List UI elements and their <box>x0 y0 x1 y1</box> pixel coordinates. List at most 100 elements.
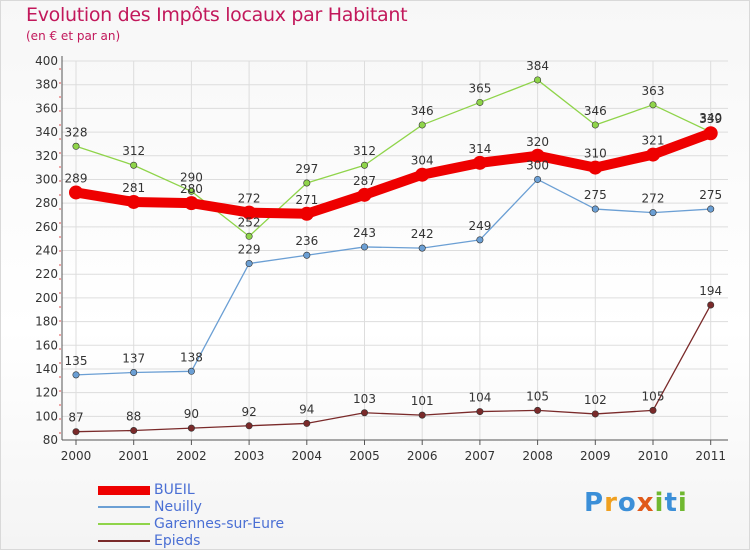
data-point <box>415 167 430 182</box>
data-label: 304 <box>411 154 434 168</box>
data-point <box>703 126 718 141</box>
data-point <box>126 194 141 209</box>
data-point <box>591 121 599 129</box>
data-point <box>130 427 138 435</box>
data-label: 243 <box>353 226 376 240</box>
logo-letter: t <box>664 488 678 518</box>
data-point <box>646 147 660 162</box>
data-point <box>534 406 542 414</box>
data-label: 87 <box>68 411 83 425</box>
data-label: 289 <box>65 171 88 185</box>
y-tick-label: 260 <box>35 220 58 234</box>
data-label: 314 <box>468 142 491 156</box>
y-tick-label: 120 <box>35 386 58 400</box>
data-label: 94 <box>299 402 314 416</box>
proxiti-logo: Proxiti <box>584 488 688 518</box>
data-point <box>245 260 253 268</box>
data-label: 275 <box>584 188 607 202</box>
x-tick-label: 2011 <box>695 449 726 463</box>
data-point <box>588 160 603 175</box>
data-point <box>187 187 195 195</box>
data-point <box>707 205 715 213</box>
legend-label: BUEIL <box>154 482 195 498</box>
y-tick-label: 140 <box>35 362 58 376</box>
data-point <box>360 161 368 169</box>
series-lines <box>69 76 718 436</box>
data-point <box>72 428 80 436</box>
data-label: 346 <box>584 104 607 118</box>
x-tick-label: 2009 <box>580 449 611 463</box>
data-label: 88 <box>126 410 141 424</box>
data-label: 271 <box>295 193 318 207</box>
y-tick-label: 80 <box>43 433 58 447</box>
data-label: 90 <box>184 407 199 421</box>
data-point <box>472 155 487 170</box>
data-point <box>245 232 253 240</box>
data-label: 300 <box>526 158 549 172</box>
x-tick-label: 2010 <box>638 449 669 463</box>
x-tick-label: 2005 <box>349 449 380 463</box>
data-point <box>591 205 599 213</box>
data-label: 272 <box>238 192 261 206</box>
legend-swatch <box>98 506 150 508</box>
data-label: 312 <box>122 144 145 158</box>
data-point <box>69 185 83 200</box>
y-tick-label: 200 <box>35 291 58 305</box>
data-label: 365 <box>468 81 491 95</box>
logo-letter: i <box>654 488 665 518</box>
data-point <box>534 76 542 84</box>
data-label: 321 <box>642 134 665 148</box>
data-point <box>184 196 199 211</box>
y-tick-label: 240 <box>35 244 58 258</box>
data-label: 104 <box>468 391 491 405</box>
data-label: 312 <box>353 144 376 158</box>
data-point <box>649 209 657 217</box>
legend-label: Garennes-sur-Eure <box>154 516 285 532</box>
data-point <box>187 367 195 375</box>
data-label: 92 <box>241 405 256 419</box>
data-point <box>476 408 484 416</box>
y-tick-label: 400 <box>35 54 58 68</box>
data-label: 102 <box>584 393 607 407</box>
data-labels: 289 281 280 272 271 287 304 314 320 310 321 339 135 1… <box>65 59 723 425</box>
chart-subtitle: (en € et par an) <box>26 29 121 43</box>
data-point <box>130 161 138 169</box>
y-tick-label: 320 <box>35 149 58 163</box>
y-tick-label: 100 <box>35 409 58 423</box>
logo-letter: x <box>636 488 655 518</box>
y-tick-label: 380 <box>35 78 58 92</box>
data-point <box>591 410 599 418</box>
legend-label: Epieds <box>154 533 201 549</box>
data-label: 310 <box>584 147 607 161</box>
data-label: 236 <box>295 234 318 248</box>
data-label: 135 <box>65 354 88 368</box>
data-point <box>418 244 426 252</box>
data-label: 384 <box>526 59 549 73</box>
data-label: 297 <box>295 162 318 176</box>
logo-letter: P <box>584 488 605 518</box>
x-tick-label: 2004 <box>292 449 323 463</box>
data-point <box>303 419 311 427</box>
x-tick-label: 2003 <box>234 449 265 463</box>
data-point <box>418 121 426 129</box>
data-label: 105 <box>526 389 549 403</box>
data-point <box>649 406 657 414</box>
data-label: 280 <box>180 182 203 196</box>
data-point <box>707 301 715 309</box>
x-tick-label: 2002 <box>176 449 207 463</box>
data-point <box>303 251 311 259</box>
y-tick-label: 220 <box>35 267 58 281</box>
data-point <box>476 98 484 106</box>
series-line-neuilly <box>75 178 712 376</box>
data-label: 138 <box>180 350 203 364</box>
legend-swatch <box>98 485 150 495</box>
data-label: 281 <box>122 181 145 195</box>
series-line-garennes-sur-eure <box>75 79 712 237</box>
y-tick-label: 340 <box>35 125 58 139</box>
data-label: 328 <box>65 125 88 139</box>
y-tick-label: 180 <box>35 315 58 329</box>
data-label: 229 <box>238 243 261 257</box>
data-point <box>242 205 257 220</box>
data-label: 242 <box>411 227 434 241</box>
